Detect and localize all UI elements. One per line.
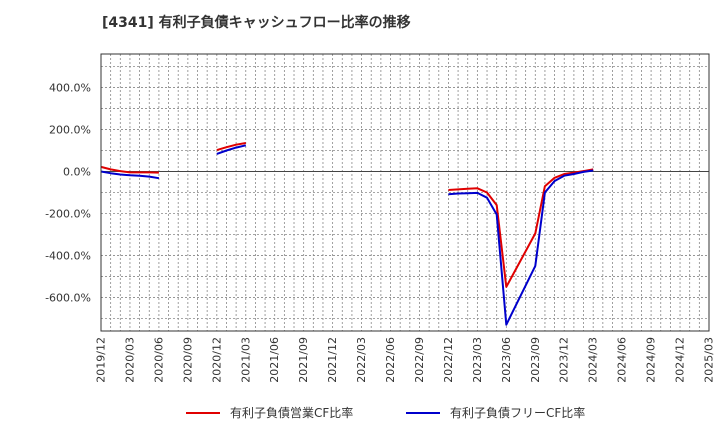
series-2-line (448, 169, 594, 326)
x-tick-label: 2022/03 (355, 337, 368, 383)
y-tick-labels: 400.0% 200.0% 0.0% -200.0% -400.0% -600.0% (45, 82, 91, 305)
x-tick-label: 2021/06 (268, 337, 281, 383)
y-tick-label: 0.0% (63, 166, 91, 179)
y-tick-label: 200.0% (49, 124, 91, 137)
x-tick-label: 2024/03 (587, 337, 600, 383)
x-tick-label: 2020/12 (210, 337, 223, 383)
x-tick-label: 2021/12 (326, 337, 339, 383)
x-tick-label: 2020/03 (123, 337, 136, 383)
x-tick-label: 2024/09 (645, 337, 658, 383)
series-layer (100, 142, 594, 326)
x-tick-label: 2020/06 (152, 337, 165, 383)
x-tick-label: 2025/03 (703, 337, 716, 383)
x-tick-label: 2021/09 (297, 337, 310, 383)
x-tick-label: 2022/06 (384, 337, 397, 383)
x-tick-label: 2023/03 (471, 337, 484, 383)
y-tick-label: -200.0% (45, 207, 91, 220)
x-tick-label: 2024/06 (616, 337, 629, 383)
x-tick-labels: 2019/12 2020/03 2020/06 2020/09 2020/12 2021/… (95, 337, 716, 383)
series-1-line (216, 142, 246, 152)
legend-label-2: 有利子負債フリーCF比率 (450, 405, 585, 420)
x-tick-label: 2022/12 (442, 337, 455, 383)
legend: 有利子負債営業CF比率 有利子負債フリーCF比率 (186, 405, 585, 420)
x-tick-label: 2022/09 (413, 337, 426, 383)
x-tick-label: 2019/12 (95, 337, 108, 383)
x-tick-label: 2023/12 (558, 337, 571, 383)
series-2-line (100, 170, 160, 180)
y-tick-label: 400.0% (49, 82, 91, 95)
legend-label-1: 有利子負債営業CF比率 (230, 405, 353, 420)
y-tick-label: -600.0% (45, 291, 91, 304)
x-tick-label: 2020/09 (181, 337, 194, 383)
chart-title: [4341] 有利子負債キャッシュフロー比率の推移 (102, 15, 411, 31)
series-1-line (448, 168, 594, 288)
series-1-line (100, 165, 159, 174)
plot-frame (100, 53, 710, 332)
series-2-line (216, 144, 247, 155)
x-tick-label: 2023/09 (529, 337, 542, 383)
y-tick-label: -400.0% (45, 249, 91, 262)
x-tick-label: 2021/03 (239, 337, 252, 383)
x-tick-label: 2023/06 (500, 337, 513, 383)
x-tick-label: 2024/12 (674, 337, 687, 383)
